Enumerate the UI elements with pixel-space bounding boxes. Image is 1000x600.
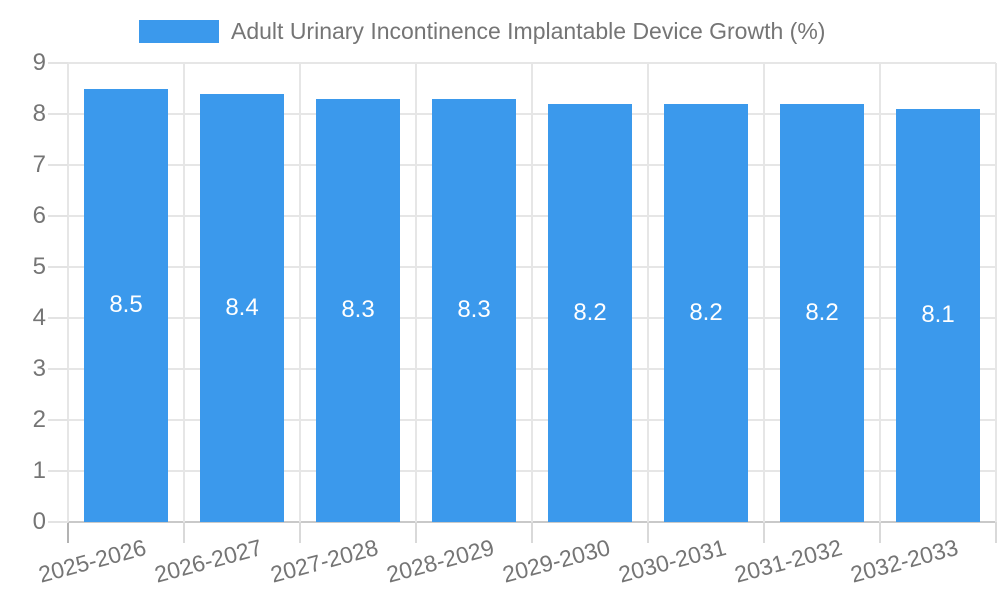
x-tick-mark xyxy=(415,522,417,543)
y-axis-tick-label: 7 xyxy=(32,151,46,178)
x-tick-mark xyxy=(647,522,649,543)
y-axis-tick-label: 4 xyxy=(32,304,46,331)
y-tick-mark xyxy=(48,113,68,115)
y-tick-mark xyxy=(48,368,68,370)
bar-value-label: 8.3 xyxy=(341,296,375,324)
x-tick-mark xyxy=(299,522,301,543)
bar-2029-2030[interactable] xyxy=(548,103,632,522)
bar-value-label: 8.4 xyxy=(225,293,259,321)
y-axis-tick-label: 3 xyxy=(32,355,46,382)
bar-value-label: 8.3 xyxy=(457,296,491,324)
y-axis-tick-label: 9 xyxy=(32,49,46,76)
x-gridline xyxy=(415,63,417,522)
y-tick-mark xyxy=(48,266,68,268)
x-tick-mark xyxy=(995,522,997,543)
y-axis-tick-label: 8 xyxy=(32,100,46,127)
y-tick-mark xyxy=(48,215,68,217)
x-tick-mark xyxy=(531,522,533,543)
bar-2032-2033[interactable] xyxy=(896,108,980,522)
chart-legend[interactable]: Adult Urinary Incontinence Implantable D… xyxy=(139,18,825,45)
y-tick-mark xyxy=(48,62,68,64)
x-tick-mark xyxy=(879,522,881,543)
plot-area: 8.5 8.4 8.3 8.3 8.2 8.2 8.2 8.1 xyxy=(67,62,997,523)
y-axis-tick-label: 0 xyxy=(32,508,46,535)
x-gridline xyxy=(879,63,881,522)
bar-2027-2028[interactable] xyxy=(316,98,400,522)
bar-value-label: 8.2 xyxy=(805,298,839,326)
y-axis-tick-label: 6 xyxy=(32,202,46,229)
x-tick-mark xyxy=(763,522,765,543)
bar-2025-2026[interactable] xyxy=(84,88,168,522)
x-gridline xyxy=(763,63,765,522)
bar-value-label: 8.5 xyxy=(109,291,143,319)
bar-2026-2027[interactable] xyxy=(200,93,284,522)
y-tick-mark xyxy=(48,419,68,421)
bar-2031-2032[interactable] xyxy=(780,103,864,522)
x-gridline xyxy=(299,63,301,522)
x-gridline xyxy=(647,63,649,522)
x-gridline xyxy=(183,63,185,522)
x-gridline xyxy=(67,63,69,522)
y-tick-mark xyxy=(48,317,68,319)
chart-title: Adult Urinary Incontinence Implantable D… xyxy=(231,18,826,44)
bar-2030-2031[interactable] xyxy=(664,103,748,522)
y-axis-tick-label: 1 xyxy=(32,457,46,484)
x-tick-mark xyxy=(183,522,185,543)
bar-value-label: 8.2 xyxy=(689,298,723,326)
y-tick-mark xyxy=(48,470,68,472)
x-gridline xyxy=(531,63,533,522)
bar-value-label: 8.1 xyxy=(921,301,955,329)
x-gridline xyxy=(995,63,997,522)
y-tick-mark xyxy=(48,521,68,523)
legend-swatch-icon xyxy=(139,20,219,43)
y-tick-mark xyxy=(48,164,68,166)
bar-value-label: 8.2 xyxy=(573,298,607,326)
y-axis-tick-label: 2 xyxy=(32,406,46,433)
bar-2028-2029[interactable] xyxy=(432,98,516,522)
y-axis-tick-label: 5 xyxy=(32,253,46,280)
